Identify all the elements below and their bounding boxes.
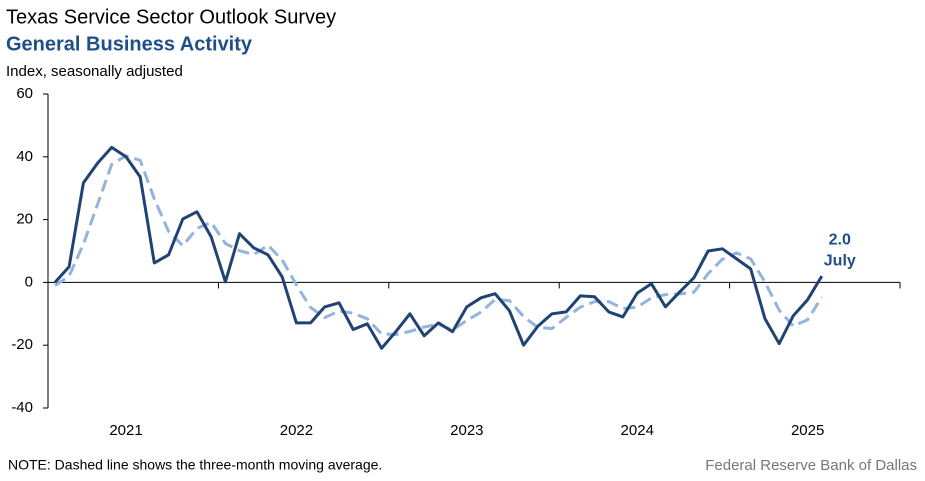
x-tick-label: 2024 <box>621 422 654 439</box>
moving-average-line <box>54 154 824 336</box>
chart-subtitle: General Business Activity <box>6 33 253 55</box>
x-tick-label: 2023 <box>450 422 483 439</box>
y-tick-label: 20 <box>16 211 33 228</box>
y-tick-label: 40 <box>16 148 33 165</box>
y-tick-label: -20 <box>11 336 33 353</box>
x-tick-label: 2021 <box>109 422 142 439</box>
x-tick-label: 2022 <box>280 422 313 439</box>
x-tick-label: 2025 <box>791 422 824 439</box>
note: NOTE: Dashed line shows the three-month … <box>8 457 382 473</box>
y-axis-label: Index, seasonally adjusted <box>6 63 183 80</box>
y-tick-label: 60 <box>16 85 33 102</box>
annotation: July <box>824 252 856 269</box>
annotation: 2.0 <box>829 231 851 248</box>
y-tick-label: -40 <box>11 399 33 416</box>
y-tick-label: 0 <box>25 273 33 290</box>
source: Federal Reserve Bank of Dallas <box>705 457 917 474</box>
chart-title: Texas Service Sector Outlook Survey <box>6 6 336 28</box>
index-line <box>53 145 824 350</box>
